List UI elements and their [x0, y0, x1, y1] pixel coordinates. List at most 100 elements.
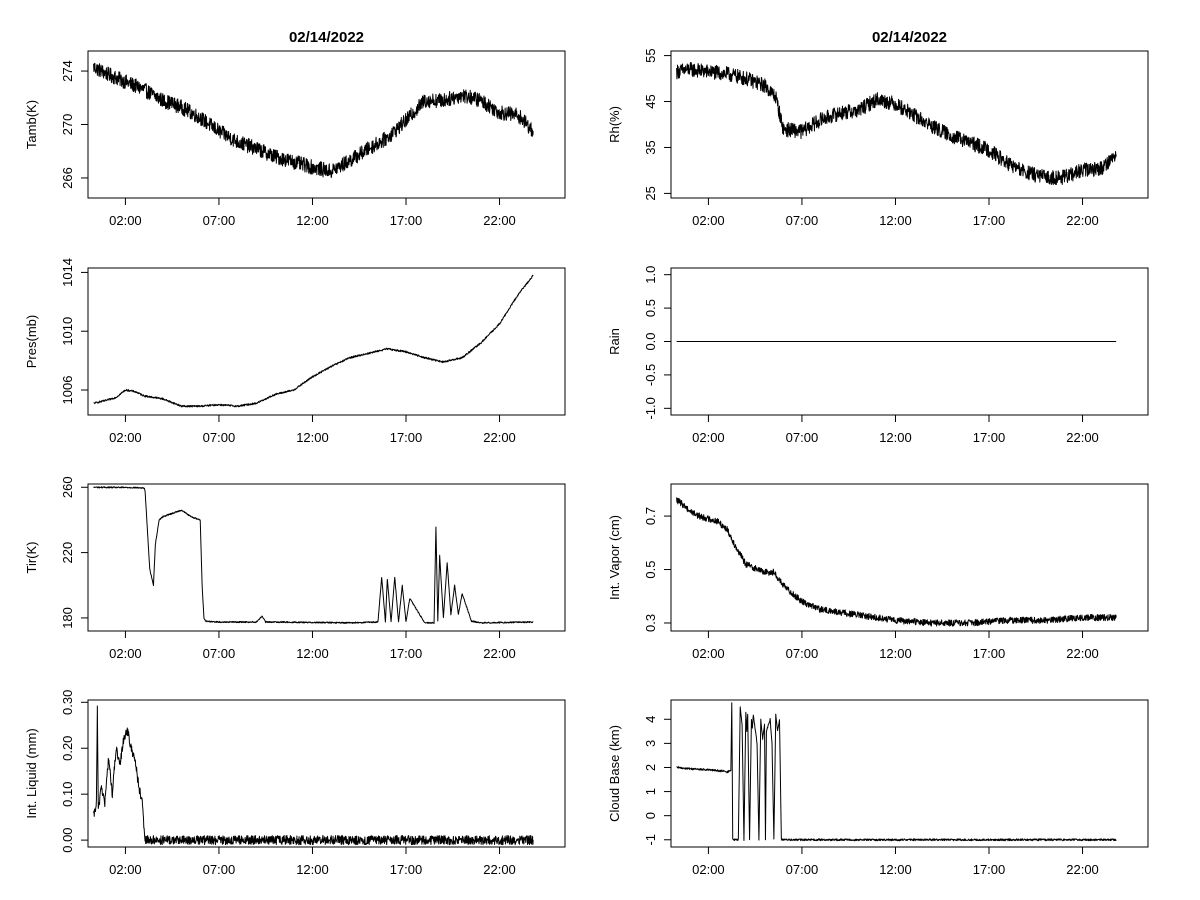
x-tick-label: 22:00: [1066, 646, 1099, 661]
plot-frame: [87, 483, 566, 632]
y-tick-label: 2: [643, 764, 658, 771]
x-tick-label: 17:00: [973, 862, 1006, 877]
y-tick-label: 180: [60, 607, 75, 629]
panel-tir: 02:00 07:00 12:00 17:00 22:00 180 220 260 Tir(K): [24, 476, 566, 661]
x-tick-label: 22:00: [1066, 213, 1099, 228]
x-tick-label: 12:00: [296, 646, 329, 661]
panel-int-liquid: 02:00 07:00 12:00 17:00 22:00 0.00 0.10 0.20 0.3…: [24, 690, 566, 877]
y-tick-label: 1: [643, 788, 658, 795]
panel-cloud-base: 02:00 07:00 12:00 17:00 22:00 -1 0 1 2 3 4 Cloud Ba…: [607, 699, 1149, 877]
y-tick-label: 55: [643, 48, 658, 62]
x-tick-label: 02:00: [692, 862, 725, 877]
y-tick-label: 0.30: [60, 690, 75, 715]
y-tick-label: -1: [643, 834, 658, 846]
x-tick-label: 22:00: [483, 862, 516, 877]
x-tick-label: 07:00: [203, 213, 236, 228]
y-tick-label: 220: [60, 542, 75, 564]
plot-frame: [87, 267, 566, 416]
x-tick-label: 02:00: [692, 213, 725, 228]
y-axis-label: Cloud Base (km): [607, 725, 622, 822]
x-tick-label: 12:00: [879, 646, 912, 661]
panel-rh: 02/14/2022 02:00 07:00 12:00 17:00 22:00 25 35 4…: [607, 29, 1149, 228]
x-tick-label: 17:00: [390, 213, 423, 228]
y-tick-label: 260: [60, 476, 75, 498]
x-tick-label: 22:00: [483, 646, 516, 661]
series-line: [676, 497, 1117, 627]
x-tick-label: 17:00: [390, 862, 423, 877]
plot-frame: [87, 699, 566, 848]
x-tick-label: 12:00: [879, 213, 912, 228]
plot-frame: [670, 50, 1149, 199]
x-tick-label: 12:00: [879, 862, 912, 877]
x-tick-label: 22:00: [1066, 862, 1099, 877]
series-line: [93, 705, 534, 846]
x-tick-label: 02:00: [109, 430, 142, 445]
y-tick-label: 274: [60, 60, 75, 82]
x-tick-label: 07:00: [203, 646, 236, 661]
panel-rain: 02:00 07:00 12:00 17:00 22:00 -1.0 -0.5 0.0 0.5 1…: [607, 266, 1149, 445]
y-tick-label: 1014: [60, 258, 75, 287]
y-tick-label: 270: [60, 114, 75, 136]
y-axis-label: Int. Liquid (mm): [24, 728, 39, 818]
y-tick-label: 0.00: [60, 827, 75, 852]
x-tick-label: 22:00: [483, 430, 516, 445]
x-tick-label: 02:00: [692, 646, 725, 661]
series-line: [676, 61, 1117, 186]
chart-title: 02/14/2022: [289, 29, 364, 46]
y-tick-label: -1.0: [643, 397, 658, 419]
y-axis-label: Rain: [607, 328, 622, 355]
x-tick-label: 12:00: [879, 430, 912, 445]
series-line: [93, 274, 534, 408]
y-tick-label: 0: [643, 812, 658, 819]
y-tick-label: 0.5: [643, 299, 658, 317]
series-line: [93, 62, 534, 178]
x-tick-label: 07:00: [786, 213, 819, 228]
x-tick-label: 17:00: [973, 430, 1006, 445]
series-line: [676, 702, 1117, 842]
x-tick-label: 02:00: [109, 646, 142, 661]
y-tick-label: 1.0: [643, 266, 658, 284]
y-tick-label: 266: [60, 167, 75, 189]
y-tick-label: 0.0: [643, 332, 658, 350]
panel-tamb: 02/14/2022 02:00 07:00 12:00 17:00 22:00 266 27…: [24, 29, 566, 228]
x-tick-label: 07:00: [786, 430, 819, 445]
x-tick-label: 17:00: [390, 430, 423, 445]
chart-title: 02/14/2022: [872, 29, 947, 46]
x-tick-label: 12:00: [296, 430, 329, 445]
x-tick-label: 22:00: [483, 213, 516, 228]
x-tick-label: 12:00: [296, 213, 329, 228]
y-tick-label: 0.20: [60, 736, 75, 761]
x-tick-label: 02:00: [109, 213, 142, 228]
x-tick-label: 02:00: [692, 430, 725, 445]
series-line: [93, 486, 534, 624]
x-tick-label: 07:00: [786, 646, 819, 661]
x-tick-label: 02:00: [109, 862, 142, 877]
plot-frame: [670, 699, 1149, 848]
y-tick-label: 4: [643, 716, 658, 723]
plot-frame: [87, 50, 566, 199]
y-axis-label: Pres(mb): [24, 315, 39, 368]
x-tick-label: 17:00: [973, 213, 1006, 228]
x-tick-label: 22:00: [1066, 430, 1099, 445]
y-tick-label: 0.7: [643, 507, 658, 525]
y-tick-label: 3: [643, 740, 658, 747]
y-axis-label: Tir(K): [24, 541, 39, 573]
y-axis-label: Rh(%): [607, 106, 622, 143]
x-tick-label: 07:00: [203, 862, 236, 877]
panel-int-vapor: 02:00 07:00 12:00 17:00 22:00 0.3 0.5 0.7 Int. V…: [607, 483, 1149, 661]
y-tick-label: 1006: [60, 376, 75, 405]
y-tick-label: 0.5: [643, 560, 658, 578]
y-tick-label: 35: [643, 140, 658, 154]
y-axis-label: Tamb(K): [24, 100, 39, 149]
y-tick-label: 25: [643, 186, 658, 200]
plot-frame: [670, 483, 1149, 632]
x-tick-label: 07:00: [203, 430, 236, 445]
x-tick-label: 17:00: [973, 646, 1006, 661]
y-tick-label: -0.5: [643, 364, 658, 386]
x-tick-label: 17:00: [390, 646, 423, 661]
y-tick-label: 0.10: [60, 782, 75, 807]
x-tick-label: 07:00: [786, 862, 819, 877]
y-axis-label: Int. Vapor (cm): [607, 515, 622, 600]
panel-pres: 02:00 07:00 12:00 17:00 22:00 1006 1010 1014 Pre…: [24, 258, 566, 445]
y-tick-label: 45: [643, 94, 658, 108]
